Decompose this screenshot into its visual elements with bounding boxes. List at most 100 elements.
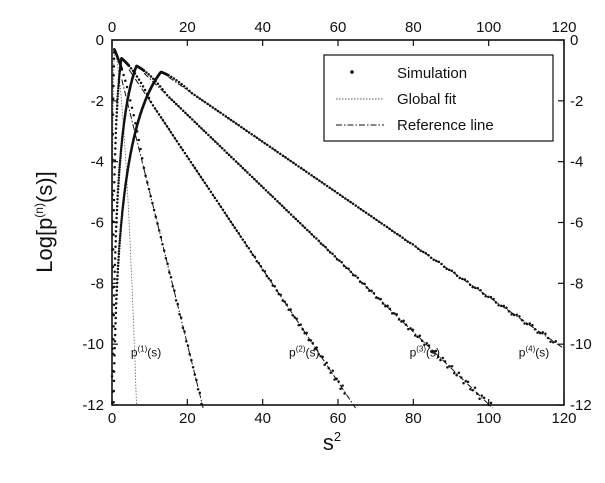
simulation-point xyxy=(117,82,120,85)
simulation-point xyxy=(115,293,118,296)
simulation-point xyxy=(319,355,322,358)
simulation-point xyxy=(171,285,174,288)
simulation-point xyxy=(312,235,316,239)
simulation-point xyxy=(171,133,175,137)
simulation-point xyxy=(112,189,116,192)
simulation-point xyxy=(161,119,165,122)
simulation-point xyxy=(458,276,461,280)
simulation-point xyxy=(199,175,203,179)
simulation-point xyxy=(114,225,118,228)
simulation-point xyxy=(429,256,433,260)
simulation-point xyxy=(327,366,330,370)
simulation-point xyxy=(118,244,121,248)
simulation-point xyxy=(443,360,447,363)
simulation-point xyxy=(471,388,474,392)
simulation-point xyxy=(239,164,242,168)
simulation-point xyxy=(186,344,190,348)
simulation-point xyxy=(287,308,290,311)
simulation-point xyxy=(115,285,119,288)
simulation-point xyxy=(115,216,118,220)
simulation-point xyxy=(305,331,308,335)
simulation-point xyxy=(271,195,275,199)
simulation-point xyxy=(432,350,435,353)
simulation-point xyxy=(361,282,364,285)
simulation-point xyxy=(297,323,300,327)
simulation-point xyxy=(214,108,217,111)
simulation-point xyxy=(414,245,417,248)
simulation-point xyxy=(211,193,215,197)
simulation-point xyxy=(120,68,124,71)
simulation-point xyxy=(331,369,334,373)
simulation-point xyxy=(114,127,118,130)
simulation-point xyxy=(112,198,116,202)
simulation-point xyxy=(116,194,119,197)
simulation-point xyxy=(283,300,286,303)
simulation-point xyxy=(367,213,370,216)
simulation-point xyxy=(201,99,204,102)
simulation-point xyxy=(119,150,123,153)
simulation-point xyxy=(507,310,511,313)
x-tick-label: 120 xyxy=(551,410,576,427)
simulation-point xyxy=(385,225,389,229)
simulation-point xyxy=(247,131,251,134)
simulation-point xyxy=(163,91,167,94)
simulation-point xyxy=(120,219,123,223)
simulation-point xyxy=(323,182,326,186)
simulation-point xyxy=(144,174,147,177)
simulation-point xyxy=(176,302,180,306)
simulation-point xyxy=(223,211,227,215)
simulation-point xyxy=(188,116,192,119)
simulation-point xyxy=(305,228,309,232)
simulation-point xyxy=(358,280,362,283)
simulation-point xyxy=(377,220,381,223)
simulation-point xyxy=(481,292,485,295)
simulation-point xyxy=(531,323,534,327)
simulation-point xyxy=(195,378,198,382)
simulation-point xyxy=(397,318,401,321)
simulation-point xyxy=(331,188,334,191)
simulation-point xyxy=(325,361,328,365)
simulation-point xyxy=(114,316,117,320)
simulation-point xyxy=(333,190,337,193)
simulation-point xyxy=(446,366,449,369)
simulation-point xyxy=(117,184,120,188)
simulation-point xyxy=(351,202,355,206)
simulation-point xyxy=(423,343,426,346)
simulation-point xyxy=(118,239,122,243)
simulation-point xyxy=(536,331,539,334)
simulation-point xyxy=(118,242,121,245)
simulation-point xyxy=(120,138,124,142)
simulation-point xyxy=(502,304,506,308)
simulation-point xyxy=(142,166,146,170)
simulation-point xyxy=(434,349,438,353)
simulation-point xyxy=(114,122,118,126)
simulation-point xyxy=(203,181,207,185)
simulation-point xyxy=(359,207,363,211)
simulation-point xyxy=(499,304,503,308)
simulation-point xyxy=(116,201,119,204)
simulation-point xyxy=(116,89,120,93)
simulation-point xyxy=(142,69,146,72)
simulation-point xyxy=(114,136,117,140)
simulation-point xyxy=(125,85,129,89)
simulation-point xyxy=(195,169,199,173)
simulation-point xyxy=(146,181,149,184)
curve-labels-layer: p(1)(s) p(2)(s) p(3)(s) p(4)(s) xyxy=(131,344,549,359)
simulation-point xyxy=(296,219,300,223)
simulation-point xyxy=(292,215,295,218)
simulation-point xyxy=(344,197,347,200)
simulation-point xyxy=(448,268,451,272)
simulation-point xyxy=(116,271,119,274)
simulation-point xyxy=(494,301,498,304)
simulation-point xyxy=(273,149,277,152)
simulation-point xyxy=(235,229,239,233)
simulation-point xyxy=(115,118,118,122)
simulation-point xyxy=(243,169,247,172)
simulation-point xyxy=(114,251,117,254)
simulation-point xyxy=(328,251,332,254)
simulation-point xyxy=(404,323,408,326)
simulation-point xyxy=(520,319,524,322)
simulation-point xyxy=(427,253,430,257)
x-top-tick-label: 100 xyxy=(476,19,501,36)
